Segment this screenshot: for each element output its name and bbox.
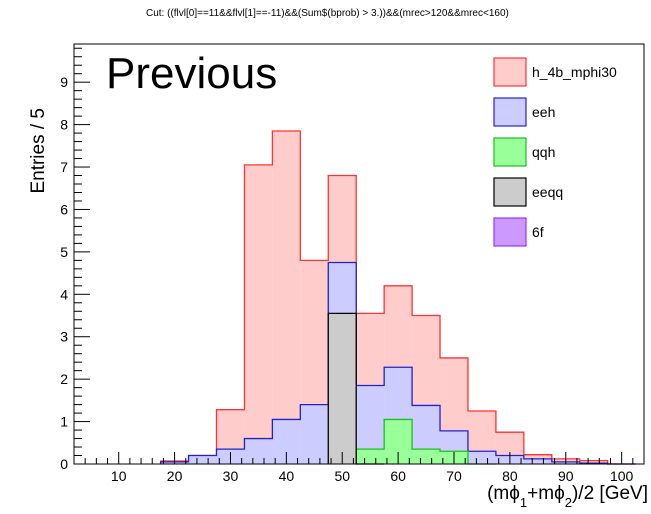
bin-eeh-8 bbox=[300, 404, 329, 464]
x-tick-label-4: 50 bbox=[334, 468, 350, 484]
series-eeqq bbox=[327, 312, 385, 465]
cut-text: Cut: ((flvl[0]==11&&flvl[1]==-11)&&(Sum$… bbox=[146, 8, 509, 19]
x-tick-label-2: 30 bbox=[223, 468, 239, 484]
outline-eeh bbox=[159, 261, 636, 465]
legend-label-6f: 6f bbox=[532, 224, 544, 240]
legend-swatch-qqh bbox=[493, 137, 527, 167]
y-tick-label-1: 1 bbox=[60, 414, 68, 430]
bin-qqh-10 bbox=[356, 449, 385, 464]
legend-swatch-h_4b_mphi30 bbox=[493, 57, 527, 87]
x-title-part-2: 1 bbox=[520, 495, 527, 510]
bin-h_4b_mphi30-6 bbox=[244, 164, 273, 464]
x-title-part-3: +m bbox=[527, 483, 554, 504]
x-tick-label-7: 80 bbox=[502, 468, 518, 484]
bin-qqh-12 bbox=[412, 449, 441, 464]
bin-eeh-4 bbox=[188, 455, 217, 464]
x-tick-label-1: 20 bbox=[167, 468, 183, 484]
legend-swatch-eeh bbox=[493, 97, 527, 127]
x-title-part-6: )/2 [GeV] bbox=[572, 483, 648, 504]
x-title-part-4: ϕ bbox=[554, 483, 565, 504]
legend-swatch-6f bbox=[493, 217, 527, 247]
bin-eeh-14 bbox=[467, 451, 496, 464]
bin-eeh-16 bbox=[523, 458, 552, 464]
bin-eeqq-9 bbox=[328, 313, 357, 464]
legend-label-eeh: eeh bbox=[532, 104, 555, 120]
x-title-part-5: 2 bbox=[565, 495, 572, 510]
y-axis-title: Entries / 5 bbox=[28, 108, 49, 194]
legend-swatch-eeqq bbox=[493, 177, 527, 207]
plot-frame bbox=[73, 43, 645, 465]
legend-label-eeqq: eeqq bbox=[532, 184, 563, 200]
y-tick-label-5: 5 bbox=[60, 244, 68, 260]
x-tick-label-3: 40 bbox=[279, 468, 295, 484]
bin-h_4b_mphi30-7 bbox=[272, 130, 301, 464]
x-tick-label-8: 90 bbox=[558, 468, 574, 484]
x-tick-label-6: 70 bbox=[446, 468, 462, 484]
chart-title: Previous bbox=[106, 49, 277, 98]
y-tick-label-2: 2 bbox=[60, 371, 68, 387]
x-tick-label-9: 100 bbox=[610, 468, 634, 484]
y-tick-label-6: 6 bbox=[60, 201, 68, 217]
x-title-part-1: ϕ bbox=[509, 483, 520, 504]
x-tick-label-0: 10 bbox=[111, 468, 127, 484]
outline-h_4b_mphi30 bbox=[159, 130, 636, 465]
x-axis-title: (mϕ1+mϕ2)/2 [GeV] bbox=[487, 483, 648, 510]
y-tick-label-3: 3 bbox=[60, 329, 68, 345]
axis-ticks: 10 20 30 40 50 60 70 80 90 100 0 1 2 3 4 5 6 7 8 9 bbox=[60, 47, 645, 484]
x-title-part-0: (m bbox=[487, 483, 509, 504]
y-tick-label-9: 9 bbox=[60, 74, 68, 90]
y-tick-label-7: 7 bbox=[60, 159, 68, 175]
bin-h_4b_mphi30-18 bbox=[579, 460, 608, 464]
bin-eeh-6 bbox=[244, 438, 273, 464]
histogram-bars bbox=[159, 130, 636, 465]
y-tick-label-0: 0 bbox=[60, 456, 68, 472]
legend-label-h_4b_mphi30: h_4b_mphi30 bbox=[532, 64, 617, 80]
y-tick-label-8: 8 bbox=[60, 117, 68, 133]
legend-label-qqh: qqh bbox=[532, 144, 555, 160]
outline-qqh bbox=[355, 418, 496, 465]
x-tick-label-5: 60 bbox=[390, 468, 406, 484]
y-tick-label-4: 4 bbox=[60, 286, 68, 302]
